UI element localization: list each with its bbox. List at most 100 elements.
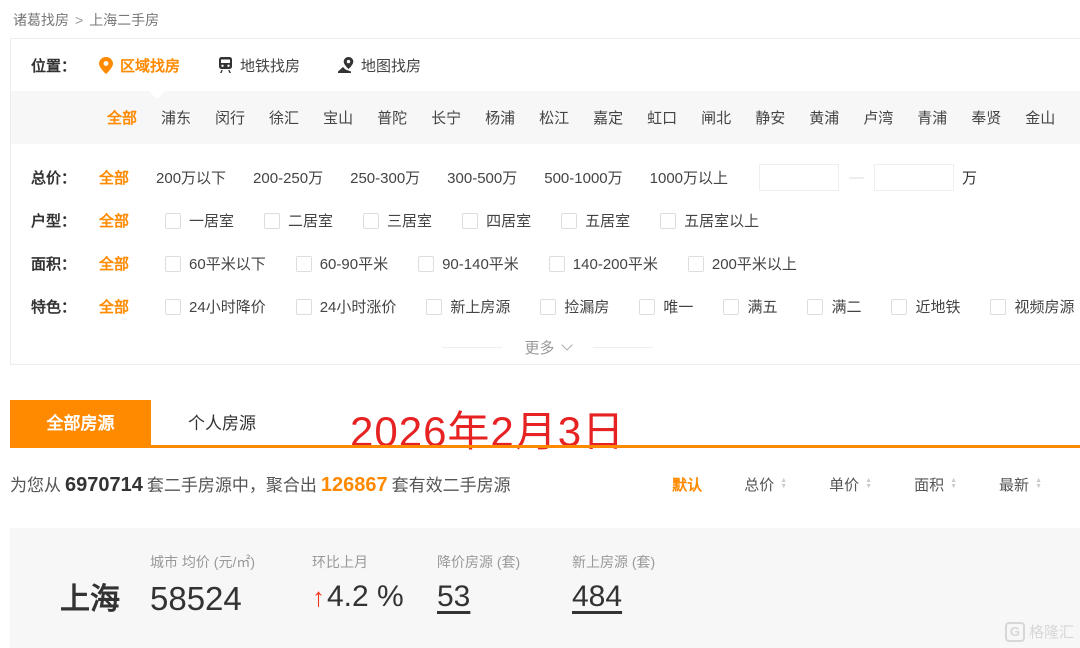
price-max-input[interactable] xyxy=(874,164,955,191)
district-item[interactable]: 徐汇 xyxy=(269,110,300,127)
checkbox-icon xyxy=(807,298,824,315)
map-marker-person-icon xyxy=(338,57,354,73)
district-item[interactable]: 杨浦 xyxy=(485,110,516,127)
checkbox-icon xyxy=(295,255,312,272)
district-item[interactable]: 静安 xyxy=(755,110,786,127)
area-checkbox-item[interactable]: 140-200平米 xyxy=(548,253,658,274)
checkbox-icon xyxy=(418,255,435,272)
feature-checkbox-item[interactable]: 24小时降价 xyxy=(165,296,266,317)
metric-average-price: 城市 均价 (元/㎡) 58524 xyxy=(150,552,312,618)
map-pin-icon xyxy=(99,56,113,74)
district-item[interactable]: 长宁 xyxy=(431,110,462,127)
district-item[interactable]: 金山 xyxy=(1025,110,1056,127)
layout-checkbox-item[interactable]: 二居室 xyxy=(264,210,333,231)
feature-checkbox-item[interactable]: 视频房源 xyxy=(990,296,1075,317)
district-item[interactable]: 青浦 xyxy=(917,110,948,127)
feature-checkbox-item[interactable]: 满二 xyxy=(807,296,861,317)
checkbox-icon xyxy=(687,255,704,272)
area-checkbox-item[interactable]: 200平米以上 xyxy=(687,253,797,274)
district-item[interactable]: 宝山 xyxy=(323,110,354,127)
area-checkbox-item[interactable]: 60-90平米 xyxy=(295,253,388,274)
location-mode-label: 地图找房 xyxy=(361,57,422,75)
feature-option-all[interactable]: 全部 xyxy=(99,299,130,316)
price-option[interactable]: 250-300万 xyxy=(350,170,421,187)
district-item[interactable]: 闸北 xyxy=(701,110,732,127)
breadcrumb-separator: > xyxy=(75,12,84,28)
layout-filter-row: 户型： 全部 一居室 二居室 三居室 四居室 五居室 五居室以上 xyxy=(11,199,1080,242)
location-row: 位置： 区域找房 地铁找房 地图找房 xyxy=(11,39,1080,91)
layout-checkbox-item[interactable]: 一居室 xyxy=(165,210,234,231)
district-item[interactable]: 嘉定 xyxy=(593,110,624,127)
breadcrumb-current-page: 上海二手房 xyxy=(89,12,160,28)
feature-checkbox-item[interactable]: 新上房源 xyxy=(426,296,510,317)
tab-all-listings[interactable]: 全部房源 xyxy=(10,400,151,448)
checkbox-icon xyxy=(165,298,182,315)
area-filter-row: 面积： 全部 60平米以下 60-90平米 90-140平米 140-200平米… xyxy=(11,242,1080,285)
checkbox-icon xyxy=(891,298,908,315)
location-mode-label: 地铁找房 xyxy=(240,57,301,75)
filter-panel: 位置： 区域找房 地铁找房 地图找房 xyxy=(10,38,1080,365)
district-item[interactable]: 浦东 xyxy=(161,110,192,127)
price-min-input[interactable] xyxy=(759,164,840,191)
new-listings-count-link[interactable]: 484 xyxy=(572,580,623,613)
district-item[interactable]: 奉贤 xyxy=(971,110,1002,127)
breadcrumb-site-link[interactable]: 诸葛找房 xyxy=(13,12,69,28)
area-checkbox-item[interactable]: 60平米以下 xyxy=(165,253,266,274)
feature-checkbox-item[interactable]: 近地铁 xyxy=(891,296,960,317)
location-mode-region[interactable]: 区域找房 xyxy=(99,55,180,76)
area-filter-label: 面积： xyxy=(31,256,77,273)
district-item[interactable]: 闵行 xyxy=(215,110,246,127)
sort-arrows-icon: ▲ ▼ xyxy=(780,477,788,490)
district-item[interactable]: 黄浦 xyxy=(809,110,840,127)
district-item[interactable]: 卢湾 xyxy=(863,110,894,127)
district-bar: 全部 浦东 闵行 徐汇 宝山 普陀 长宁 杨浦 松江 嘉定 虹口 闸北 静安 黄… xyxy=(11,91,1080,144)
sort-by-area[interactable]: 面积 ▲ ▼ xyxy=(914,476,958,494)
valid-count: 126867 xyxy=(320,474,388,496)
tab-personal-listings[interactable]: 个人房源 xyxy=(188,414,256,433)
subway-icon xyxy=(218,57,233,73)
price-option-all[interactable]: 全部 xyxy=(99,170,130,187)
sort-by-unit-price[interactable]: 单价 ▲ ▼ xyxy=(829,476,873,494)
price-option[interactable]: 300-500万 xyxy=(447,170,518,187)
checkbox-icon xyxy=(723,298,740,315)
sort-by-newest[interactable]: 最新 ▲ ▼ xyxy=(999,476,1042,494)
price-option[interactable]: 200万以下 xyxy=(156,170,227,187)
district-item[interactable]: 普陀 xyxy=(377,110,408,127)
area-option-all[interactable]: 全部 xyxy=(99,256,130,273)
more-row: 更多 xyxy=(11,328,1080,366)
checkbox-icon xyxy=(540,298,557,315)
checkbox-icon xyxy=(426,298,443,315)
layout-checkbox-item[interactable]: 四居室 xyxy=(462,210,531,231)
listing-tabs: 全部房源 个人房源 2026年2月3日 xyxy=(10,400,1080,455)
more-button[interactable]: 更多 xyxy=(524,337,573,358)
feature-checkbox-item[interactable]: 24小时涨价 xyxy=(295,296,396,317)
district-item[interactable]: 松江 xyxy=(539,110,570,127)
location-mode-map[interactable]: 地图找房 xyxy=(338,55,421,76)
total-count: 6970714 xyxy=(65,474,143,496)
layout-checkbox-item[interactable]: 三居室 xyxy=(363,210,432,231)
sort-default[interactable]: 默认 xyxy=(672,476,703,494)
price-option[interactable]: 200-250万 xyxy=(253,170,324,187)
feature-checkbox-item[interactable]: 满五 xyxy=(723,296,777,317)
layout-option-all[interactable]: 全部 xyxy=(99,213,130,230)
checkbox-icon xyxy=(548,255,565,272)
area-checkbox-item[interactable]: 90-140平米 xyxy=(418,253,519,274)
layout-checkbox-item[interactable]: 五居室 xyxy=(561,210,630,231)
feature-checkbox-item[interactable]: 捡漏房 xyxy=(540,296,609,317)
price-option[interactable]: 1000万以上 xyxy=(649,170,729,187)
sort-by-total-price[interactable]: 总价 ▲ ▼ xyxy=(744,476,788,494)
price-option[interactable]: 500-1000万 xyxy=(544,170,623,187)
sort-arrows-icon: ▲ ▼ xyxy=(865,477,873,490)
location-mode-subway[interactable]: 地铁找房 xyxy=(218,55,300,76)
divider-line xyxy=(592,346,653,348)
district-item[interactable]: 虹口 xyxy=(647,110,678,127)
district-all[interactable]: 全部 xyxy=(107,110,138,127)
price-reduced-count-link[interactable]: 53 xyxy=(437,580,471,613)
layout-checkbox-item[interactable]: 五居室以上 xyxy=(660,210,759,231)
location-label: 位置： xyxy=(31,57,77,75)
mom-change-value: 4.2 % xyxy=(327,580,404,613)
sort-arrows-icon: ▲ ▼ xyxy=(1035,477,1042,490)
average-price-value: 58524 xyxy=(150,580,242,617)
feature-filter-label: 特色： xyxy=(31,299,77,316)
feature-checkbox-item[interactable]: 唯一 xyxy=(639,296,693,317)
